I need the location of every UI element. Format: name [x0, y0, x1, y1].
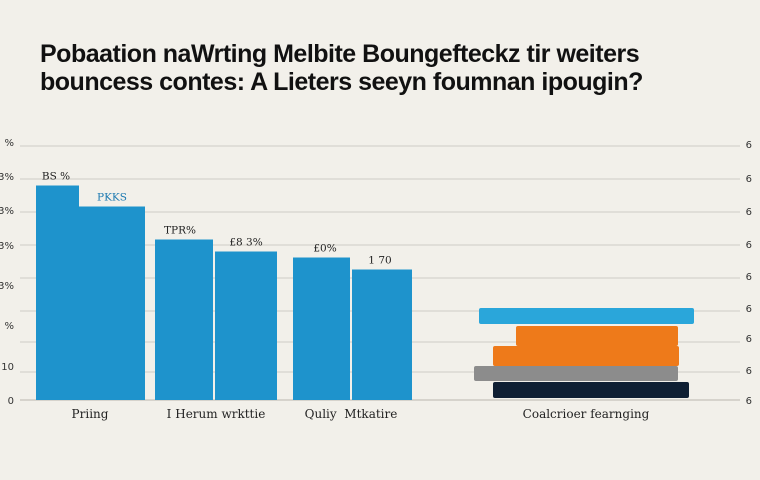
y-tick-left-7: %: [4, 138, 14, 149]
y-tick-left-5: 3%: [0, 206, 14, 217]
y-tick-left-1: 10: [1, 362, 14, 373]
y-tick-left-0: 0: [8, 396, 14, 407]
y-tick-right-1: 6: [746, 366, 752, 377]
y-tick-left-6: 3%: [0, 172, 14, 183]
data-label-2-1: 1 70: [368, 255, 391, 267]
y-tick-right-8: 6: [746, 140, 752, 151]
stack-layer-4: [479, 308, 694, 324]
y-tick-right-2: 6: [746, 334, 752, 345]
bar-1-0: [155, 239, 213, 400]
chart-title-line-2: bouncess contes: A Lieters seeyn foumnan…: [40, 68, 643, 96]
y-tick-right-4: 6: [746, 272, 752, 283]
y-tick-right-7: 6: [746, 174, 752, 185]
data-label-0-0: BS %: [42, 171, 70, 183]
chart-title-line-1: Pobaation naWrting Melbite Boungefteckz …: [40, 40, 640, 68]
bar-2-1: [352, 269, 412, 400]
y-tick-right-5: 6: [746, 240, 752, 251]
stack-layer-3: [516, 326, 678, 346]
stack-layer-1: [474, 366, 678, 381]
data-label-2-0: £0%: [313, 243, 336, 255]
chart-title: Pobaation naWrting Melbite Boungefteckz …: [40, 40, 740, 96]
category-label-0: Priing: [72, 407, 109, 421]
bar-0-0: [36, 185, 79, 400]
bar-0-1: [74, 206, 145, 400]
y-tick-left-4: 3%: [0, 241, 14, 252]
bar-1-1: [215, 251, 277, 400]
data-label-1-0: TPR%: [164, 225, 196, 237]
y-tick-left-2: %: [4, 321, 14, 332]
category-label-3: Coalcrioer fearnging: [523, 407, 650, 421]
y-tick-left-3: 3%: [0, 281, 14, 292]
y-tick-right-0: 6: [746, 396, 752, 407]
category-label-2: Quliy Mtkatire: [305, 407, 398, 421]
data-label-0-1: PKKS: [97, 192, 127, 204]
category-label-1: I Herum wrkttie: [167, 407, 266, 421]
y-tick-right-6: 6: [746, 207, 752, 218]
y-tick-right-3: 6: [746, 304, 752, 315]
stack-layer-2: [493, 346, 679, 366]
stack-layer-0: [493, 382, 689, 398]
data-label-1-1: £8 3%: [229, 237, 262, 249]
bar-2-0: [293, 257, 350, 400]
